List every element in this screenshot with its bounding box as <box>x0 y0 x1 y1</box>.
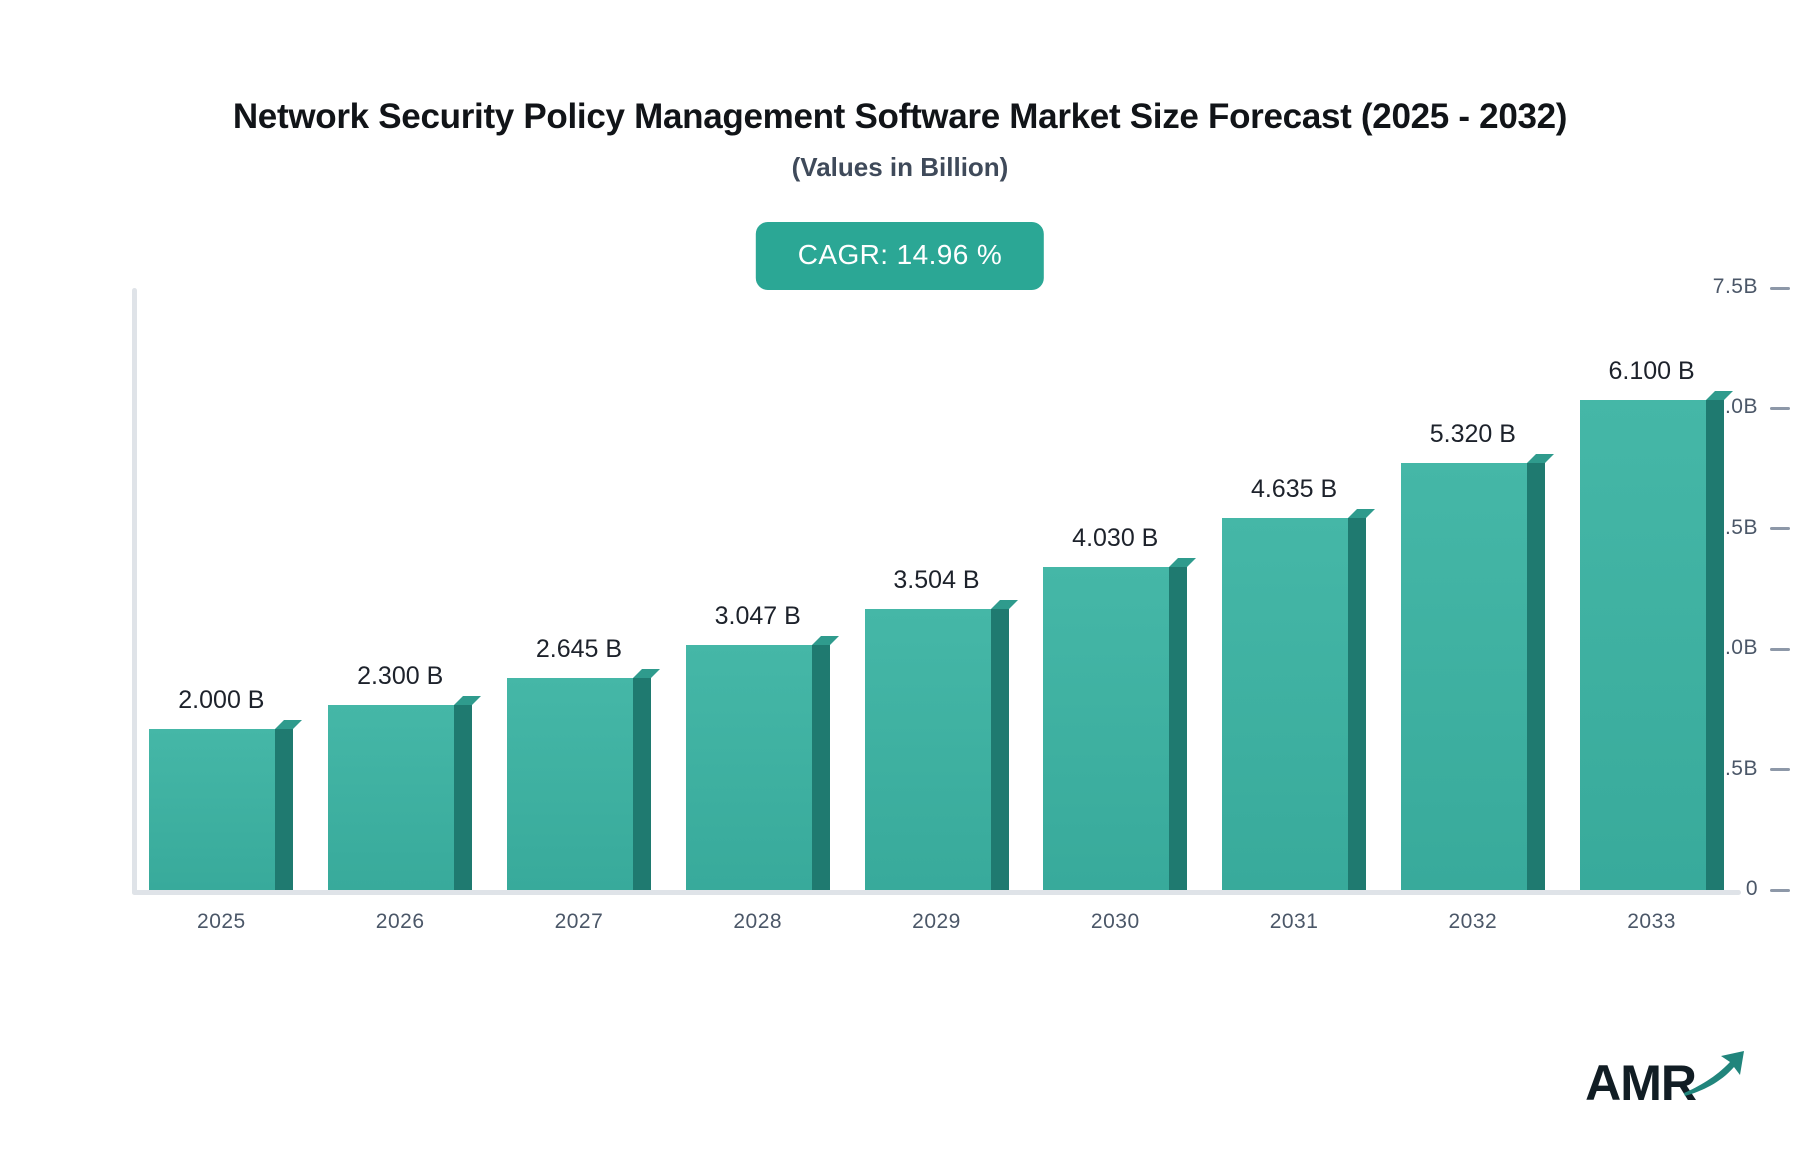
bar-top <box>1169 557 1197 567</box>
bar[interactable]: 2.645 B <box>506 635 660 890</box>
chart-header: Network Security Policy Management Softw… <box>0 0 1800 183</box>
growth-arrow-icon <box>1682 1047 1748 1104</box>
x-axis-category-label: 2025 <box>197 910 246 933</box>
bar-side <box>990 608 1009 890</box>
bar[interactable]: 2.300 B <box>328 662 482 890</box>
bar-side <box>632 677 651 890</box>
y-axis-tick-label: 3.0B <box>1712 636 1758 660</box>
amr-logo: AMR <box>1585 1047 1748 1108</box>
bar-top <box>1705 391 1733 401</box>
x-axis-category-label: 2030 <box>1090 910 1140 933</box>
bar-face <box>864 608 991 890</box>
bar-face <box>149 729 276 890</box>
bar-face <box>1043 566 1170 890</box>
bar-side <box>1348 517 1367 890</box>
bar-slot: 2.645 B <box>506 288 660 890</box>
bar[interactable]: 2.000 B <box>149 686 303 890</box>
bar-slot: 4.635 B <box>1222 288 1376 890</box>
logo-text: AMR <box>1585 1055 1697 1111</box>
bar[interactable]: 3.504 B <box>864 566 1018 890</box>
bar-top <box>990 599 1018 609</box>
bar-value-label: 6.100 B <box>1608 357 1695 386</box>
x-axis-category-label: 2033 <box>1627 910 1676 933</box>
bar-slot: 4.030 B <box>1043 288 1197 890</box>
bar-slot: 3.047 B <box>685 288 839 890</box>
page-title: Network Security Policy Management Softw… <box>232 97 1568 136</box>
bar-face <box>1400 462 1527 890</box>
bar-series: 2.000 B 2.300 B 2.645 B 3.047 B 3.504 B 4.030… <box>132 288 1741 890</box>
bar-face <box>1579 400 1706 890</box>
x-axis-line <box>132 890 1741 895</box>
bar-value-label: 3.047 B <box>714 602 801 631</box>
bar-top <box>275 720 303 730</box>
bar-side <box>1526 462 1545 890</box>
bar-slot: 3.504 B <box>864 288 1018 890</box>
bar-top <box>454 696 482 706</box>
y-axis-tick-label: 0 <box>1745 877 1758 900</box>
bar-top <box>1348 508 1376 518</box>
bar-value-label: 4.635 B <box>1250 474 1338 503</box>
bar-value-label: 2.000 B <box>178 686 265 715</box>
y-axis-tick-mark <box>1770 888 1790 892</box>
x-axis-category-label: 2029 <box>912 910 961 933</box>
bar-top <box>632 668 660 678</box>
cagr-badge: CAGR: 14.96 % <box>755 222 1045 290</box>
bar[interactable]: 4.030 B <box>1043 524 1197 890</box>
bar-value-label: 3.504 B <box>893 565 980 594</box>
bar-value-label: 4.030 B <box>1072 523 1159 552</box>
bar-top <box>1526 453 1554 463</box>
bar-slot: 2.300 B <box>328 288 482 890</box>
x-axis-category-label: 2032 <box>1448 910 1498 933</box>
y-axis-tick-mark <box>1770 647 1790 651</box>
y-axis-tick-label: 4.5B <box>1712 515 1758 539</box>
bar-face <box>685 645 812 890</box>
y-axis-tick-mark <box>1770 406 1790 410</box>
chart-subtitle: (Values in Billion) <box>791 152 1009 182</box>
bar-face <box>328 705 455 890</box>
bar[interactable]: 3.047 B <box>685 602 839 890</box>
y-axis-tick-label: 1.5B <box>1712 756 1758 780</box>
bar-value-label: 2.300 B <box>357 662 444 691</box>
y-axis-tick-label: 6.0B <box>1712 395 1758 419</box>
bar[interactable]: 5.320 B <box>1400 420 1554 890</box>
bar-face <box>506 677 633 890</box>
bar[interactable]: 6.100 B <box>1579 357 1733 890</box>
bar-face <box>1222 517 1349 890</box>
y-axis-tick-mark <box>1770 286 1790 290</box>
bar-side <box>275 729 294 890</box>
bar-top <box>811 636 839 646</box>
bar-side <box>1169 566 1188 890</box>
x-axis-category-label: 2026 <box>375 910 425 933</box>
bar-side <box>1705 400 1724 890</box>
x-axis-category-label: 2027 <box>554 910 604 933</box>
bar-value-label: 2.645 B <box>535 634 623 663</box>
bar-side <box>454 705 473 890</box>
x-axis-category-label: 2031 <box>1269 910 1319 933</box>
y-axis-line <box>132 288 137 895</box>
y-axis-tick-mark <box>1770 527 1790 531</box>
bar-slot: 5.320 B <box>1400 288 1554 890</box>
bar[interactable]: 4.635 B <box>1222 475 1376 890</box>
bar-value-label: 5.320 B <box>1429 419 1516 448</box>
x-axis-category-label: 2028 <box>733 910 783 933</box>
y-axis-tick-label: 7.5B <box>1712 275 1758 298</box>
bar-side <box>811 645 830 890</box>
bar-slot: 6.100 B <box>1579 288 1733 890</box>
bar-slot: 2.000 B <box>149 288 303 890</box>
y-axis-tick-mark <box>1770 768 1790 772</box>
